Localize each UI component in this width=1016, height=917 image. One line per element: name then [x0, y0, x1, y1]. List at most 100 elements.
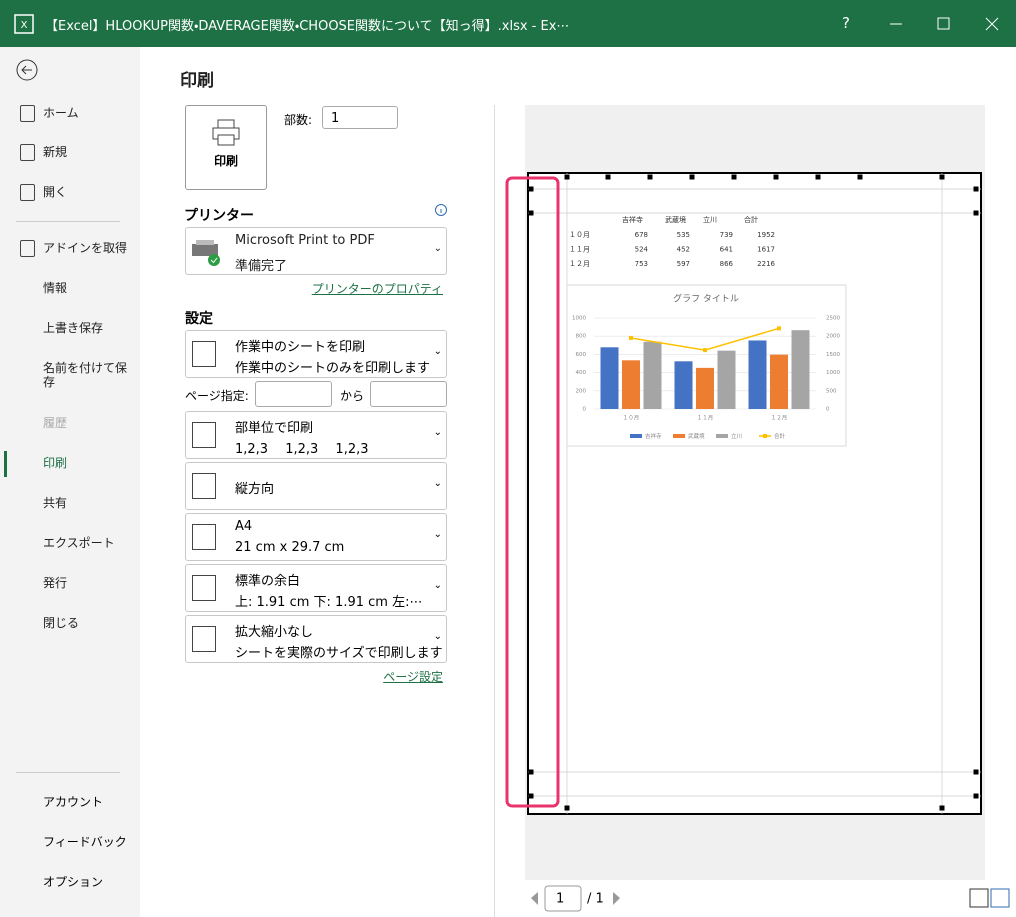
nav-icon: [20, 105, 35, 122]
y-tick-label: 0: [583, 407, 587, 413]
nav-item[interactable]: 履歴: [43, 416, 68, 430]
x-tick-label: １２月: [771, 415, 788, 422]
nav-item[interactable]: アドインを取得: [43, 241, 128, 255]
legend-swatch: [630, 434, 642, 438]
nav-item[interactable]: 発行: [43, 576, 68, 590]
bar: [717, 350, 736, 409]
separator: [16, 772, 120, 773]
margin-handle: [973, 210, 979, 216]
y-tick-label: 200: [576, 388, 587, 394]
sheet-cell: 641: [720, 246, 733, 254]
page: [527, 172, 982, 815]
margin-handle: [857, 174, 863, 180]
settings-icon: [192, 341, 216, 367]
settings-dropdown[interactable]: 拡大縮小なし シートを実際のサイズで印刷します ⌄: [185, 615, 447, 663]
settings-dropdown[interactable]: 部単位で印刷 1,2,3 1,2,3 1,2,3 ⌄: [185, 411, 447, 459]
x-tick-label: １０月: [623, 415, 640, 422]
chevron: ⌄: [433, 346, 442, 357]
info-icon[interactable]: [434, 203, 448, 217]
line-marker: [777, 326, 781, 331]
back-button[interactable]: [14, 57, 40, 83]
page-to-input[interactable]: [370, 381, 447, 407]
settings-dropdown[interactable]: 標準の余白 上: 1.91 cm 下: 1.91 cm 左:⋯ ⌄: [185, 564, 447, 612]
printer-name: Microsoft Print to PDF: [235, 233, 375, 248]
printer-dropdown[interactable]: Microsoft Print to PDF 準備完了 ⌄: [185, 227, 447, 275]
next-page: [613, 892, 620, 905]
y2-tick-label: 2000: [826, 334, 840, 340]
nav-item[interactable]: 閉じる: [43, 616, 80, 630]
nav-footer-item[interactable]: フィードバック: [43, 835, 127, 849]
nav-item[interactable]: 情報: [43, 281, 68, 295]
nav-item[interactable]: エクスポート: [43, 536, 115, 550]
copies-label: 部数:: [284, 113, 313, 127]
bar: [791, 330, 810, 409]
settings-title: 標準の余白: [235, 574, 301, 589]
sheet-row-label: １０月: [569, 231, 590, 239]
nav-item[interactable]: 印刷: [43, 456, 68, 470]
help-button[interactable]: ?: [842, 14, 850, 32]
legend-label: 武蔵境: [688, 432, 705, 440]
y2-tick-label: 2500: [826, 316, 840, 322]
x-tick-label: １１月: [697, 415, 714, 422]
nav-icon: [20, 144, 35, 161]
print-button[interactable]: 印刷: [185, 105, 267, 190]
settings-detail: 1,2,3 1,2,3 1,2,3: [235, 442, 369, 457]
sheet-row-label: １２月: [569, 260, 590, 268]
settings-dropdown[interactable]: 縦方向 ⌄: [185, 462, 447, 510]
nav-footer-item[interactable]: オプション: [43, 875, 104, 889]
margin-handle: [605, 174, 611, 180]
sheet-cell: 2216: [757, 260, 775, 268]
zoom-page-button: [990, 888, 1010, 908]
settings-heading: 設定: [185, 311, 213, 327]
bar: [748, 340, 767, 409]
settings-detail: 21 cm x 29.7 cm: [235, 540, 345, 555]
nav-item[interactable]: 開く: [43, 185, 68, 199]
y-tick-label: 600: [576, 352, 587, 358]
margin-handle: [528, 210, 534, 216]
prev-page[interactable]: [531, 892, 538, 905]
nav-item[interactable]: 名前を付けて保存: [43, 361, 128, 389]
legend-swatch: [673, 434, 685, 438]
nav-item[interactable]: 共有: [43, 496, 68, 510]
printer-heading: プリンター: [184, 208, 254, 224]
divider: [494, 105, 495, 917]
nav-footer-item[interactable]: アカウント: [43, 795, 104, 809]
page-from-input[interactable]: [255, 381, 332, 407]
page-input: [544, 885, 582, 912]
margin-handle: [815, 174, 821, 180]
page-setup-link[interactable]: ページ設定: [383, 670, 443, 684]
margin-handle: [939, 174, 945, 180]
sheet-header: 合計: [744, 215, 758, 224]
settings-title: A4: [235, 519, 253, 534]
sheet-header: 武蔵境: [665, 215, 686, 224]
margin-handle: [939, 805, 945, 811]
margin-handle: [528, 186, 534, 192]
copies-input[interactable]: 1: [322, 106, 398, 129]
line-marker: [629, 335, 633, 340]
svg-text:X: X: [21, 20, 28, 31]
margin-handle: [973, 793, 979, 799]
settings-icon: [192, 524, 216, 550]
nav-item[interactable]: ホーム: [43, 106, 79, 120]
y-tick-label: 800: [576, 334, 587, 340]
nav-item[interactable]: 新規: [43, 145, 68, 159]
bar: [600, 347, 619, 409]
sheet-row-label: １１月: [569, 246, 590, 254]
chevron: ⌄: [433, 427, 442, 438]
settings-dropdown[interactable]: A4 21 cm x 29.7 cm ⌄: [185, 513, 447, 561]
chevron: ⌄: [433, 580, 442, 591]
margin-handle: [973, 769, 979, 775]
legend-label: 立川: [731, 432, 742, 440]
sheet-header: 吉祥寺: [622, 215, 643, 224]
margin-handle: [647, 174, 653, 180]
margin-handle: [564, 805, 570, 811]
printer-properties-link[interactable]: プリンターのプロパティ: [311, 282, 443, 296]
settings-dropdown[interactable]: 作業中のシートを印刷 作業中のシートのみを印刷します ⌄: [185, 330, 447, 378]
nav-item[interactable]: 上書き保存: [43, 321, 104, 335]
margin-handle: [731, 174, 737, 180]
printer-device-icon: [192, 240, 220, 266]
sheet-cell: 1617: [757, 246, 775, 254]
settings-detail: 作業中のシートのみを印刷します: [235, 361, 431, 376]
